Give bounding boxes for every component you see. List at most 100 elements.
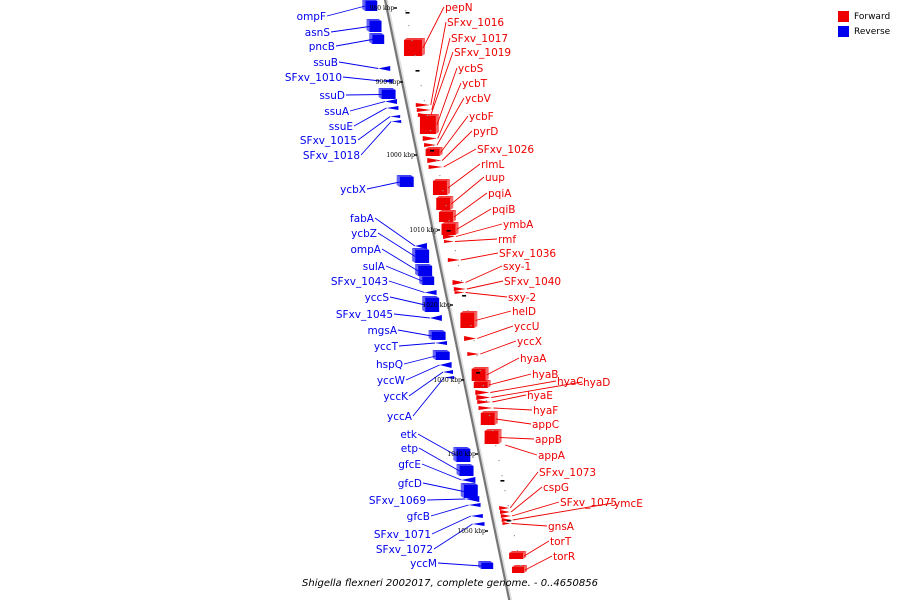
leader-line [342,76,381,82]
leader-line [436,67,458,126]
gene-sula [419,275,435,285]
scale-dot [408,25,410,27]
scale-dot [451,235,453,237]
gene-label-ymba: ymbA [503,219,534,231]
gene-sfxv-1073 [499,506,510,510]
scale-dot [433,145,435,147]
gene-label-sfxv-1072: SFxv_1072 [376,544,433,556]
scale-dot [504,490,506,492]
forward-swatch [838,11,849,22]
leader-line [418,447,460,472]
gene-label-ssue: ssuE [329,121,353,133]
leader-line [499,437,535,440]
leader-line [330,26,370,33]
gene-yccs [422,296,440,312]
scale-dot [479,370,481,372]
scale-dot [495,445,497,447]
gene-pepn [403,38,425,56]
scale-tick-label: 1010 kbp [409,227,438,234]
gene-label-sfxv-1018: SFxv_1018 [303,150,360,162]
scale-dot [473,340,475,342]
leader-line [450,176,485,205]
leader-line [447,163,481,189]
leader-line [437,82,462,139]
scale-dot [485,400,488,402]
gene-label-hspq: hspQ [376,359,403,371]
gene-gfcd [460,483,478,498]
leader-line [381,248,419,272]
scale-dot [460,280,463,282]
gene-torr [512,565,528,573]
gene-yccu [464,336,477,341]
gene-label-ycbz: ycbZ [351,228,377,240]
leader-line [408,371,444,397]
leader-line [417,433,457,456]
gene-label-ycbf: ycbF [469,111,494,123]
leader-line [493,407,533,411]
leader-line [366,181,400,190]
leader-line [377,232,416,257]
gene-sfxv-1015 [390,115,401,118]
gene-sfxv-1026 [428,165,443,169]
scale-dot [426,115,429,117]
gene-ycbs [419,114,439,134]
gene-ssua [385,99,398,104]
gene-label-yccx: yccX [517,336,542,348]
gene-ycct [435,341,448,345]
scale-tick-label: 1040 kbp [447,451,476,458]
leader-line [510,486,543,513]
gene-appb [484,429,502,444]
gene-label-appc: appC [532,419,559,431]
gene-label-yccw: yccW [377,375,406,387]
gene-appc [480,411,498,425]
leader-line [353,107,387,127]
gene-ycca [444,376,455,379]
gene-label-hyae: hyaE [527,390,553,402]
legend-item-forward: Forward [838,9,890,24]
gene-held [460,311,478,328]
gene-label-sula: sulA [363,261,386,273]
feature-mark [405,12,410,14]
gene-label-sfxv-1010: SFxv_1010 [285,72,342,84]
gene-uup [436,196,454,210]
leader-line [486,357,520,376]
gene-ompa [415,264,433,276]
gene-label-appa: appA [538,450,566,462]
gene-label-ycck: yccK [383,391,409,403]
gene-yccw [439,362,452,368]
scale-dot [436,160,438,162]
gene-sfxv-1040 [453,287,466,291]
scale-tick-label: 1030 kbp [433,377,462,384]
gene-tort [509,551,527,559]
gene-pncb [369,33,385,44]
gene-label-yccs: yccS [365,292,390,304]
gene-label-sfxv-1075: SFxv_1075 [560,497,617,509]
scale-dot [523,580,525,582]
scale-dot [510,520,512,522]
gene-label-uup: uup [485,172,505,184]
gene-gfce [461,477,476,483]
gene-yccx [467,352,480,356]
gene-label-sfxv-1040: SFxv_1040 [504,276,561,288]
gene-mgsa [428,330,446,340]
leader-line [426,498,466,501]
scale-dot [411,40,413,42]
scale-dot [470,325,472,327]
gene-label-faba: fabA [350,213,375,225]
leader-line [393,313,430,319]
leader-line [345,94,382,96]
leader-line [523,540,550,557]
gene-label-sfxv-1069: SFxv_1069 [369,495,426,507]
leader-line [524,555,553,571]
feature-mark [500,480,505,482]
legend-label-forward: Forward [854,11,891,22]
gene-label-ssud: ssuD [319,90,345,102]
gene-label-pqib: pqiB [492,204,515,216]
leader-line [488,373,532,386]
scale-dot [519,565,522,567]
feature-mark [446,230,451,232]
feature-mark [430,150,435,152]
gene-label-gfcb: gfcB [407,511,430,523]
gene-ycck [443,370,454,374]
gene-label-pncb: pncB [309,41,335,53]
